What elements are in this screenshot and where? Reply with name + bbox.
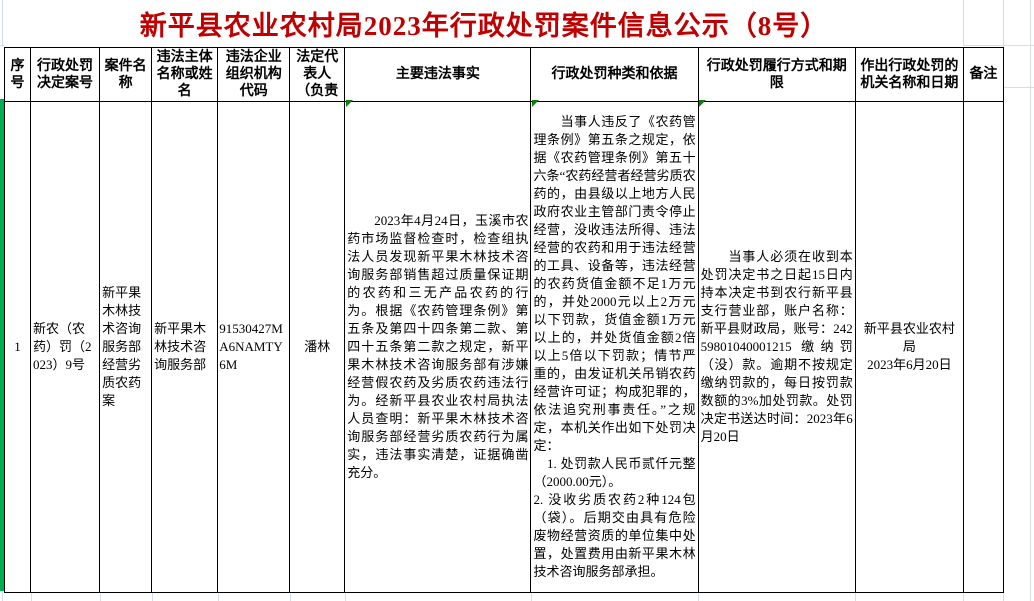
penalty-paragraph-3: 2. 没收劣质农药2种124包（袋）。后期交由具有危险废物经营资质的单位集中处置… xyxy=(533,492,696,579)
gridline xyxy=(31,591,32,601)
header-remark[interactable]: 备注 xyxy=(962,47,1005,102)
header-case-no[interactable]: 行政处罚决定案号 xyxy=(30,47,101,102)
fulfillment-paragraph: 当事人必须在收到本处罚决定书之日起15日内持本决定书到农行新平县支行营业部，账户… xyxy=(700,249,853,444)
cell-fulfillment[interactable]: 当事人必须在收到本处罚决定书之日起15日内持本决定书到农行新平县支行营业部，账户… xyxy=(697,101,856,593)
gridline xyxy=(2,591,3,601)
cell-case-no[interactable]: 新农（农药）罚（2023）9号 xyxy=(30,101,101,593)
page-title: 新平县农业农村局2023年行政处罚案件信息公示（8号） xyxy=(139,11,829,41)
gridline xyxy=(290,591,291,601)
cell-facts[interactable]: 2023年4月24日，玉溪市农药市场监督检查时，检查组执法人员发现新平果木林技术… xyxy=(344,101,532,593)
header-org-code[interactable]: 违法企业组织机构代码 xyxy=(217,47,291,102)
cell-authority[interactable]: 新平县农业农村局 2023年6月20日 xyxy=(854,101,964,593)
gridline xyxy=(0,45,5,46)
gridline xyxy=(2,0,3,47)
header-index[interactable]: 序号 xyxy=(3,47,32,102)
gridline xyxy=(152,591,153,601)
gridline xyxy=(1003,0,1004,48)
cell-legal-rep[interactable]: 潘林 xyxy=(289,101,346,593)
cell-org-code[interactable]: 91530427MA6NAMTY6M xyxy=(217,101,291,593)
gridline xyxy=(100,591,101,601)
gridline xyxy=(345,591,346,601)
table-row: 1 新农（农药）罚（2023）9号 新平果木林技术咨询服务部经营劣质农药案 新平… xyxy=(3,101,1005,593)
header-authority[interactable]: 作出行政处罚的机关名称和日期 xyxy=(854,47,964,102)
cell-index[interactable]: 1 xyxy=(3,101,32,593)
authority-name: 新平县农业农村局 xyxy=(863,321,955,354)
gridline xyxy=(698,591,699,601)
cell-flag-icon xyxy=(532,100,539,107)
header-row: 序号 行政处罚决定案号 案件名称 违法主体名称或姓名 违法企业组织机构代码 法定… xyxy=(3,47,1005,102)
gridline xyxy=(531,591,532,601)
gridline xyxy=(218,591,219,601)
cell-case-name[interactable]: 新平果木林技术咨询服务部经营劣质农药案 xyxy=(99,101,153,593)
header-legal-rep[interactable]: 法定代表人（负责 xyxy=(289,47,346,102)
gridline xyxy=(963,45,1034,46)
header-penalty[interactable]: 行政处罚种类和依据 xyxy=(530,47,699,102)
cell-penalty[interactable]: 当事人违反了《农药管理条例》第五条之规定，依据《农药管理条例》第五十六条“农药经… xyxy=(530,101,699,593)
cell-flag-icon xyxy=(699,100,706,107)
header-case-name[interactable]: 案件名称 xyxy=(99,47,153,102)
gridline xyxy=(855,591,856,601)
authority-date: 2023年6月20日 xyxy=(867,357,952,372)
gridline xyxy=(1030,0,1031,601)
gridline xyxy=(1003,87,1034,88)
selection-bar xyxy=(0,99,6,591)
gridline xyxy=(963,0,964,46)
cell-subject[interactable]: 新平果木林技术咨询服务部 xyxy=(151,101,219,593)
penalty-table: 序号 行政处罚决定案号 案件名称 违法主体名称或姓名 违法企业组织机构代码 法定… xyxy=(3,47,1005,593)
penalty-paragraph-2: 1. 处罚款人民币贰仟元整（2000.00元）。 xyxy=(533,456,696,489)
header-fulfillment[interactable]: 行政处罚履行方式和期限 xyxy=(697,47,856,102)
cell-remark[interactable] xyxy=(962,101,1005,593)
penalty-paragraph-1: 当事人违反了《农药管理条例》第五条之规定，依据《农药管理条例》第五十六条“农药经… xyxy=(533,114,696,453)
header-facts[interactable]: 主要违法事实 xyxy=(344,47,532,102)
gridline xyxy=(963,591,964,601)
gridline xyxy=(1003,590,1004,601)
cell-flag-icon xyxy=(346,100,353,107)
header-subject[interactable]: 违法主体名称或姓名 xyxy=(151,47,219,102)
facts-paragraph: 2023年4月24日，玉溪市农药市场监督检查时，检查组执法人员发现新平果木林技术… xyxy=(347,213,529,480)
